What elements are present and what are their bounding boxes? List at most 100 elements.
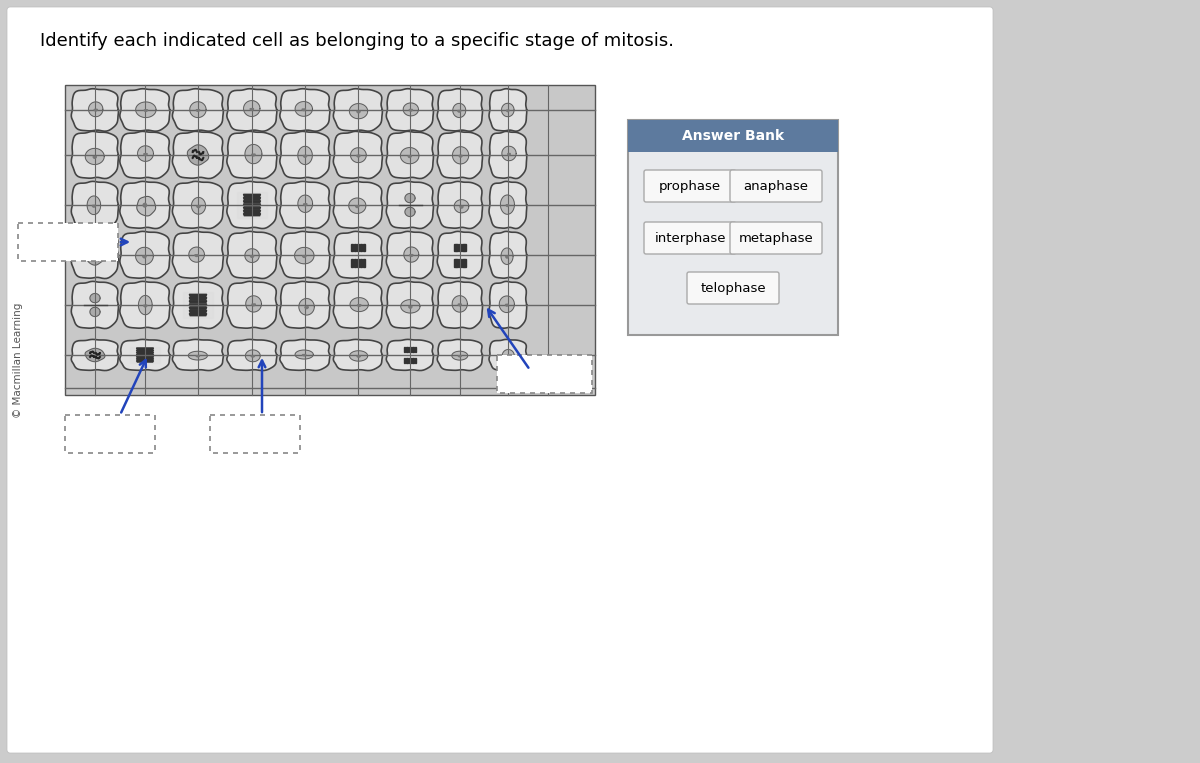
Polygon shape xyxy=(460,206,463,208)
Polygon shape xyxy=(227,89,277,131)
Polygon shape xyxy=(280,131,330,179)
Polygon shape xyxy=(120,89,170,131)
Polygon shape xyxy=(386,282,433,329)
Polygon shape xyxy=(238,192,266,217)
Polygon shape xyxy=(94,109,97,111)
Polygon shape xyxy=(490,282,527,329)
Polygon shape xyxy=(196,110,199,111)
Polygon shape xyxy=(386,131,433,179)
Polygon shape xyxy=(454,259,456,266)
Text: telophase: telophase xyxy=(700,282,766,295)
Polygon shape xyxy=(460,156,462,157)
Polygon shape xyxy=(454,243,456,251)
Polygon shape xyxy=(138,295,152,314)
Polygon shape xyxy=(437,231,482,278)
Polygon shape xyxy=(409,347,410,353)
Polygon shape xyxy=(508,153,510,156)
FancyBboxPatch shape xyxy=(644,170,736,202)
Polygon shape xyxy=(349,104,367,119)
Polygon shape xyxy=(409,307,412,308)
Polygon shape xyxy=(136,102,156,118)
Polygon shape xyxy=(415,358,416,362)
Polygon shape xyxy=(452,296,467,312)
Polygon shape xyxy=(502,146,516,161)
Polygon shape xyxy=(437,340,482,371)
Polygon shape xyxy=(386,231,433,278)
Polygon shape xyxy=(403,347,406,353)
Polygon shape xyxy=(490,131,527,179)
Bar xyxy=(628,120,838,335)
Polygon shape xyxy=(71,89,119,131)
Polygon shape xyxy=(173,282,223,329)
Polygon shape xyxy=(356,155,360,157)
Polygon shape xyxy=(187,145,209,165)
Polygon shape xyxy=(244,201,260,203)
Polygon shape xyxy=(408,156,412,157)
Polygon shape xyxy=(404,208,415,217)
Polygon shape xyxy=(251,256,253,257)
Polygon shape xyxy=(143,204,146,207)
Polygon shape xyxy=(502,248,514,265)
FancyBboxPatch shape xyxy=(644,222,736,254)
Polygon shape xyxy=(334,231,383,278)
Polygon shape xyxy=(302,355,306,356)
Polygon shape xyxy=(71,231,119,278)
Polygon shape xyxy=(143,256,146,258)
Polygon shape xyxy=(227,182,277,229)
Polygon shape xyxy=(401,147,419,164)
Polygon shape xyxy=(280,231,330,278)
Polygon shape xyxy=(71,282,119,329)
Polygon shape xyxy=(460,259,461,266)
FancyBboxPatch shape xyxy=(730,222,822,254)
Polygon shape xyxy=(334,182,383,229)
Polygon shape xyxy=(462,259,463,266)
Bar xyxy=(65,85,595,395)
Polygon shape xyxy=(404,194,415,203)
Polygon shape xyxy=(120,282,170,329)
Polygon shape xyxy=(244,195,260,196)
Polygon shape xyxy=(455,200,469,213)
Polygon shape xyxy=(505,304,508,306)
Polygon shape xyxy=(137,348,154,349)
Polygon shape xyxy=(89,102,103,117)
Polygon shape xyxy=(437,131,482,179)
Polygon shape xyxy=(144,305,148,307)
Polygon shape xyxy=(137,350,154,352)
Polygon shape xyxy=(464,243,466,251)
FancyBboxPatch shape xyxy=(686,272,779,304)
Polygon shape xyxy=(173,231,223,278)
Polygon shape xyxy=(298,195,312,212)
Polygon shape xyxy=(499,296,515,313)
Polygon shape xyxy=(302,109,306,111)
Polygon shape xyxy=(280,282,330,329)
Polygon shape xyxy=(358,259,359,266)
Polygon shape xyxy=(354,243,356,251)
Polygon shape xyxy=(252,304,256,306)
FancyBboxPatch shape xyxy=(210,415,300,453)
Polygon shape xyxy=(358,304,361,307)
Polygon shape xyxy=(190,295,206,296)
Polygon shape xyxy=(244,208,260,209)
Polygon shape xyxy=(190,311,206,313)
Polygon shape xyxy=(464,259,466,266)
Text: metaphase: metaphase xyxy=(739,231,814,244)
Polygon shape xyxy=(412,358,414,362)
Polygon shape xyxy=(334,282,383,329)
Text: interphase: interphase xyxy=(654,231,726,244)
Polygon shape xyxy=(246,296,262,312)
Polygon shape xyxy=(437,182,482,229)
Polygon shape xyxy=(245,249,259,262)
Polygon shape xyxy=(457,111,461,112)
Polygon shape xyxy=(227,231,277,278)
Polygon shape xyxy=(244,211,260,212)
Polygon shape xyxy=(458,356,461,357)
Polygon shape xyxy=(401,300,420,313)
Polygon shape xyxy=(250,108,253,110)
Polygon shape xyxy=(462,243,463,251)
FancyBboxPatch shape xyxy=(497,355,592,393)
Polygon shape xyxy=(386,182,433,229)
Polygon shape xyxy=(85,148,104,165)
Text: anaphase: anaphase xyxy=(744,179,809,192)
Polygon shape xyxy=(90,307,100,317)
Polygon shape xyxy=(85,245,104,265)
